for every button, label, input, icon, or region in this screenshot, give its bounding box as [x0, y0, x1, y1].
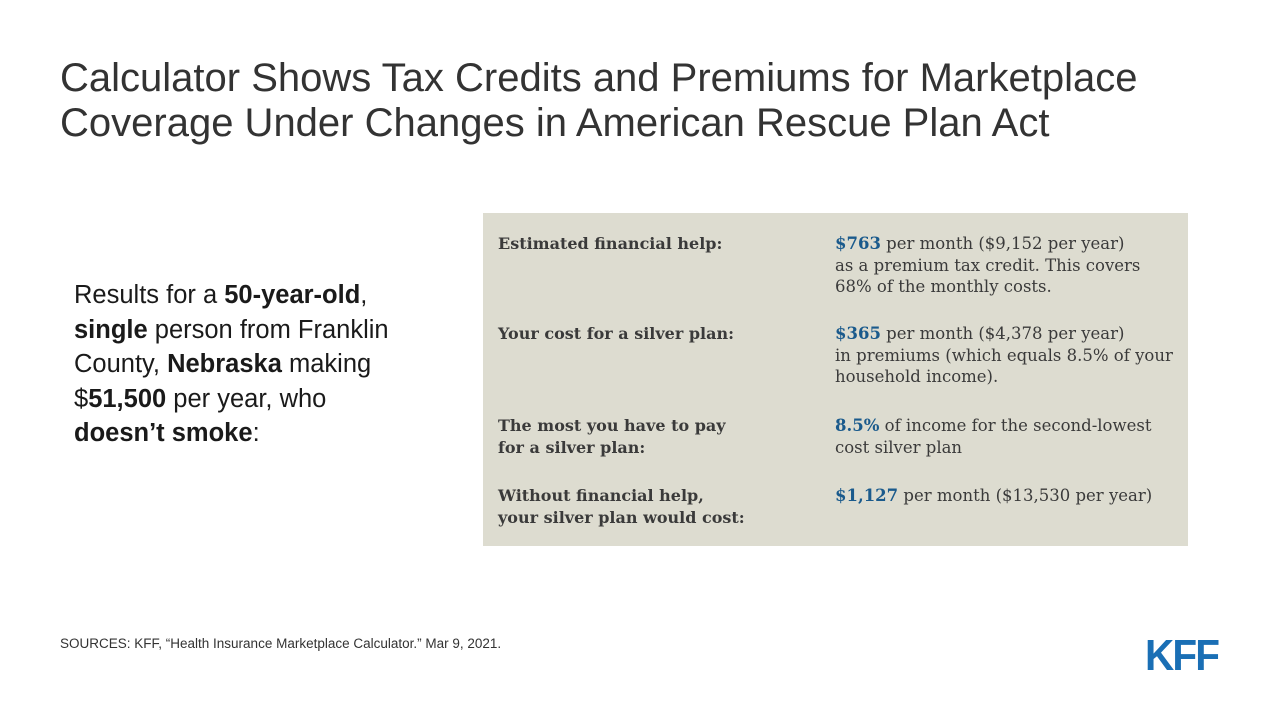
result-value-line: as a premium tax credit. This covers — [835, 255, 1141, 275]
result-value-text: per month ($13,530 per year) — [898, 486, 1153, 505]
result-amount: $365 — [835, 324, 881, 343]
intro-fragment: : — [252, 419, 260, 447]
intro-line-5: doesn’t smoke: — [74, 416, 454, 451]
result-value-text: per month ($9,152 per year) — [880, 234, 1125, 253]
slide-title: Calculator Shows Tax Credits and Premium… — [60, 56, 1240, 146]
result-amount: 8.5% — [835, 416, 880, 435]
intro-text: Results for a 50-year-old, single person… — [74, 278, 454, 451]
result-label-line: for a silver plan: — [498, 437, 646, 457]
result-value: $365 per month ($4,378 per year) in prem… — [835, 323, 1180, 388]
result-value-text: of income for the second-lowest — [879, 416, 1152, 435]
result-amount: $763 — [835, 234, 881, 253]
intro-line-2: single person from Franklin — [74, 313, 454, 348]
result-value: $763 per month ($9,152 per year) as a pr… — [835, 233, 1180, 298]
result-label: The most you have to pay for a silver pl… — [498, 415, 818, 458]
result-value: 8.5% of income for the second-lowest cos… — [835, 415, 1180, 458]
result-value-line: $763 per month ($9,152 per year) — [835, 233, 1180, 255]
result-value-text: per month ($4,378 per year) — [880, 324, 1125, 343]
result-label: Your cost for a silver plan: — [498, 323, 818, 345]
intro-single: single — [74, 315, 148, 344]
kff-logo: KFF — [1145, 631, 1220, 680]
result-amount: $1,127 — [835, 486, 899, 505]
intro-fragment: person from Franklin — [147, 315, 389, 344]
result-value-line: $365 per month ($4,378 per year) — [835, 323, 1180, 345]
intro-fragment: County, — [74, 350, 168, 378]
result-label-line: your silver plan would cost: — [498, 507, 745, 527]
result-label-line: The most you have to pay — [498, 416, 726, 435]
intro-state: Nebraska — [167, 350, 282, 378]
sources-note: SOURCES: KFF, “Health Insurance Marketpl… — [60, 636, 502, 651]
result-value-line: $1,127 per month ($13,530 per year) — [835, 485, 1180, 507]
result-label: Without financial help, your silver plan… — [498, 485, 818, 528]
intro-fragment: per year, who — [166, 384, 327, 413]
result-value-line: household income). — [835, 367, 999, 386]
intro-fragment: Results for a — [74, 281, 225, 309]
calculator-results-panel: Estimated financial help: $763 per month… — [483, 213, 1188, 546]
intro-fragment: , — [360, 281, 368, 309]
slide-title-line-1: Calculator Shows Tax Credits and Premium… — [60, 56, 1138, 100]
intro-fragment: making — [281, 350, 372, 378]
intro-line-1: Results for a 50-year-old, — [74, 278, 454, 313]
result-value: $1,127 per month ($13,530 per year) — [835, 485, 1180, 507]
result-label-line: Estimated financial help: — [498, 234, 723, 253]
intro-age: 50-year-old — [224, 281, 361, 309]
result-value-line: in premiums (which equals 8.5% of your — [835, 345, 1173, 365]
result-label-line: Without financial help, — [498, 486, 704, 505]
intro-line-3: County, Nebraska making — [74, 347, 454, 382]
result-value-line: 8.5% of income for the second-lowest — [835, 415, 1180, 437]
intro-line-4: $51,500 per year, who — [74, 382, 454, 417]
slide-title-line-2: Coverage Under Changes in American Rescu… — [60, 101, 1050, 145]
result-label-line: Your cost for a silver plan: — [498, 324, 735, 343]
intro-fragment: $ — [74, 384, 89, 413]
result-value-line: 68% of the monthly costs. — [835, 277, 1052, 296]
result-label: Estimated financial help: — [498, 233, 818, 255]
intro-income: 51,500 — [88, 384, 167, 413]
result-value-line: cost silver plan — [835, 437, 963, 457]
intro-smoke: doesn’t smoke — [74, 419, 253, 447]
